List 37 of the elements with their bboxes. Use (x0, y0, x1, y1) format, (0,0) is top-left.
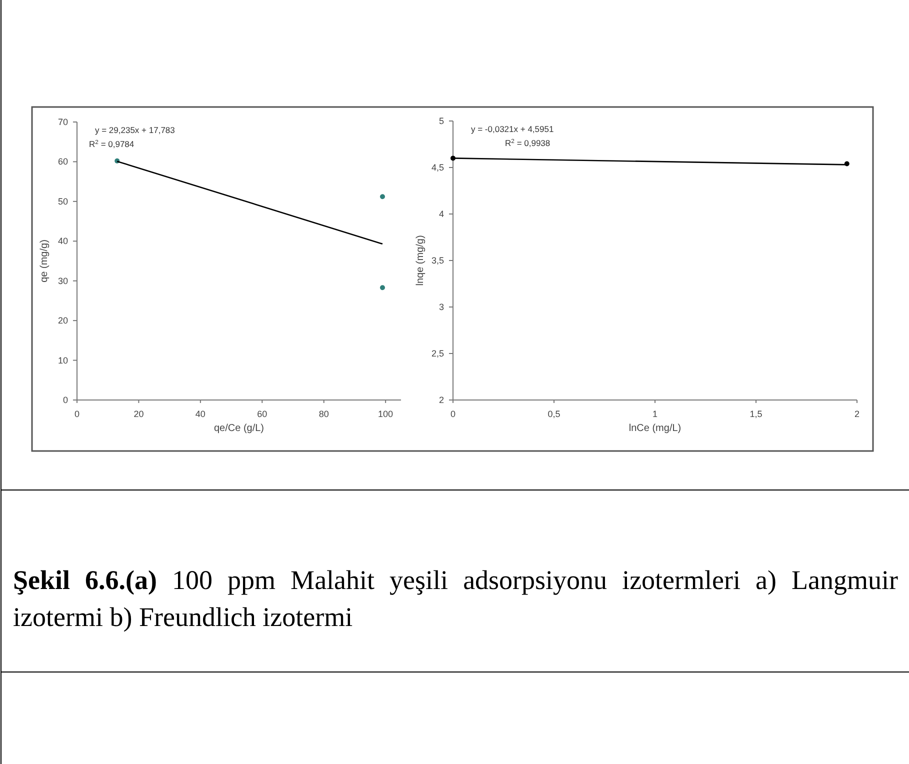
annotation: R$^{2}$ = 0,9938 (505, 138, 550, 148)
y-axis-title: qe (mg/g) (39, 240, 50, 282)
y-tick-label: 3 (438, 302, 444, 312)
point (380, 194, 385, 200)
x-tick-label: 0,5 (548, 409, 560, 419)
y-axis-title: lnqe (mg/g) (415, 235, 426, 286)
x-tick-label: 80 (318, 409, 329, 419)
annotation: R$^{2}$ = 0,9784 (89, 139, 134, 149)
annotation: y = 29,235x + 17,783 (95, 125, 176, 135)
y-tick-label: 10 (58, 355, 68, 366)
x-tick-label: 60 (257, 409, 268, 419)
y-tick-label: 5 (438, 116, 444, 126)
y-tick-label: 0 (62, 395, 68, 405)
x-tick-label: 2 (854, 409, 860, 419)
x-axis-title: lnCe (mg/L) (628, 423, 682, 434)
y-tick-label: 60 (58, 156, 68, 167)
y-tick-label: 2,5 (431, 348, 444, 358)
x-tick-label: 40 (195, 409, 206, 419)
x-tick-label: 20 (134, 409, 144, 419)
x-tick-label: 100 (378, 409, 394, 419)
text: Şekil 6.6.(a) (13, 565, 158, 595)
x-axis-title: qe/Ce (g/L) (214, 423, 264, 434)
y-tick-label: 2 (438, 395, 444, 405)
y-tick-label: 30 (58, 276, 68, 286)
x-tick-label: 0 (450, 409, 456, 419)
y-tick-label: 50 (58, 196, 68, 206)
y-tick-label: 3,5 (431, 256, 444, 266)
x-tick-label: 1 (652, 409, 658, 419)
y-tick-label: 40 (58, 236, 68, 246)
point (380, 285, 385, 290)
y-tick-label: 4 (438, 209, 444, 219)
y-tick-label: 70 (58, 117, 68, 127)
y-tick-label: 20 (58, 316, 68, 326)
y-tick-label: 4,5 (431, 162, 444, 172)
annotation: y = -0,0321x + 4,5951 (471, 124, 554, 134)
x-tick-label: 1,5 (750, 409, 762, 419)
x-tick-label: 0 (74, 409, 80, 419)
